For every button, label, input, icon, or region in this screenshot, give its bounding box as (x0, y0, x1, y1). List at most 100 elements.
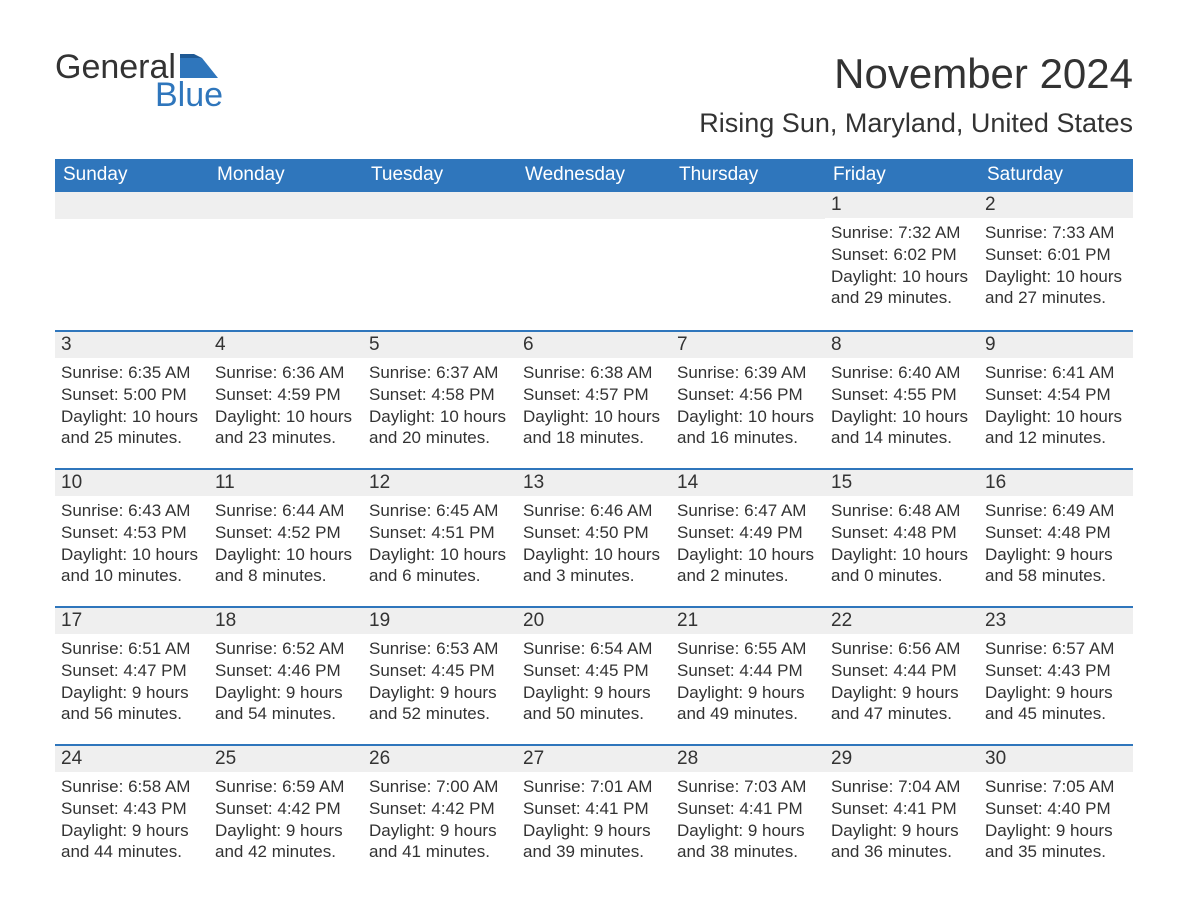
daylight-text: Daylight: 10 hours and 23 minutes. (215, 406, 357, 450)
day-number: 10 (55, 470, 209, 496)
day-number: 22 (825, 608, 979, 634)
sunrise-text: Sunrise: 7:03 AM (677, 776, 819, 798)
daylight-text: Daylight: 10 hours and 18 minutes. (523, 406, 665, 450)
sunrise-text: Sunrise: 6:41 AM (985, 362, 1127, 384)
sunrise-text: Sunrise: 6:55 AM (677, 638, 819, 660)
sunset-text: Sunset: 4:58 PM (369, 384, 511, 406)
sunrise-text: Sunrise: 6:46 AM (523, 500, 665, 522)
sunset-text: Sunset: 4:59 PM (215, 384, 357, 406)
day-details: Sunrise: 6:58 AMSunset: 4:43 PMDaylight:… (55, 772, 209, 863)
daylight-text: Daylight: 9 hours and 56 minutes. (61, 682, 203, 726)
daylight-text: Daylight: 10 hours and 2 minutes. (677, 544, 819, 588)
day-number: 15 (825, 470, 979, 496)
daylight-text: Daylight: 9 hours and 41 minutes. (369, 820, 511, 864)
day-details: Sunrise: 6:37 AMSunset: 4:58 PMDaylight:… (363, 358, 517, 449)
day-number: 24 (55, 746, 209, 772)
sunset-text: Sunset: 4:50 PM (523, 522, 665, 544)
sunrise-text: Sunrise: 6:47 AM (677, 500, 819, 522)
sunset-text: Sunset: 4:41 PM (831, 798, 973, 820)
day-cell: 10Sunrise: 6:43 AMSunset: 4:53 PMDayligh… (55, 468, 209, 606)
daylight-text: Daylight: 10 hours and 6 minutes. (369, 544, 511, 588)
daylight-text: Daylight: 9 hours and 36 minutes. (831, 820, 973, 864)
weekday-header: Tuesday (363, 159, 517, 192)
empty-cell (517, 192, 671, 330)
sunrise-text: Sunrise: 6:35 AM (61, 362, 203, 384)
day-details: Sunrise: 6:54 AMSunset: 4:45 PMDaylight:… (517, 634, 671, 725)
day-cell: 4Sunrise: 6:36 AMSunset: 4:59 PMDaylight… (209, 330, 363, 468)
day-details: Sunrise: 6:49 AMSunset: 4:48 PMDaylight:… (979, 496, 1133, 587)
day-details: Sunrise: 6:55 AMSunset: 4:44 PMDaylight:… (671, 634, 825, 725)
daylight-text: Daylight: 9 hours and 42 minutes. (215, 820, 357, 864)
sunrise-text: Sunrise: 6:52 AM (215, 638, 357, 660)
sunset-text: Sunset: 4:42 PM (369, 798, 511, 820)
sunset-text: Sunset: 6:01 PM (985, 244, 1127, 266)
day-cell: 22Sunrise: 6:56 AMSunset: 4:44 PMDayligh… (825, 606, 979, 744)
day-number: 28 (671, 746, 825, 772)
day-number: 11 (209, 470, 363, 496)
sunrise-text: Sunrise: 7:04 AM (831, 776, 973, 798)
day-number: 6 (517, 332, 671, 358)
day-number: 9 (979, 332, 1133, 358)
day-number: 26 (363, 746, 517, 772)
day-cell: 13Sunrise: 6:46 AMSunset: 4:50 PMDayligh… (517, 468, 671, 606)
daylight-text: Daylight: 10 hours and 27 minutes. (985, 266, 1127, 310)
day-details: Sunrise: 7:03 AMSunset: 4:41 PMDaylight:… (671, 772, 825, 863)
sunrise-text: Sunrise: 6:45 AM (369, 500, 511, 522)
brand-logo: General Blue (55, 50, 223, 112)
day-cell: 20Sunrise: 6:54 AMSunset: 4:45 PMDayligh… (517, 606, 671, 744)
day-details: Sunrise: 7:01 AMSunset: 4:41 PMDaylight:… (517, 772, 671, 863)
sunrise-text: Sunrise: 6:36 AM (215, 362, 357, 384)
day-cell: 29Sunrise: 7:04 AMSunset: 4:41 PMDayligh… (825, 744, 979, 882)
day-cell: 1Sunrise: 7:32 AMSunset: 6:02 PMDaylight… (825, 192, 979, 330)
sunrise-text: Sunrise: 6:39 AM (677, 362, 819, 384)
sunrise-text: Sunrise: 6:59 AM (215, 776, 357, 798)
daylight-text: Daylight: 9 hours and 47 minutes. (831, 682, 973, 726)
sunset-text: Sunset: 4:56 PM (677, 384, 819, 406)
day-cell: 14Sunrise: 6:47 AMSunset: 4:49 PMDayligh… (671, 468, 825, 606)
day-number: 20 (517, 608, 671, 634)
sunset-text: Sunset: 4:57 PM (523, 384, 665, 406)
day-cell: 7Sunrise: 6:39 AMSunset: 4:56 PMDaylight… (671, 330, 825, 468)
day-number: 18 (209, 608, 363, 634)
day-details: Sunrise: 6:39 AMSunset: 4:56 PMDaylight:… (671, 358, 825, 449)
sunrise-text: Sunrise: 7:05 AM (985, 776, 1127, 798)
day-details: Sunrise: 7:33 AMSunset: 6:01 PMDaylight:… (979, 218, 1133, 309)
empty-cell (55, 192, 209, 330)
sunrise-text: Sunrise: 6:51 AM (61, 638, 203, 660)
calendar-grid: SundayMondayTuesdayWednesdayThursdayFrid… (55, 159, 1133, 882)
sunrise-text: Sunrise: 6:53 AM (369, 638, 511, 660)
day-details: Sunrise: 6:43 AMSunset: 4:53 PMDaylight:… (55, 496, 209, 587)
day-details: Sunrise: 7:04 AMSunset: 4:41 PMDaylight:… (825, 772, 979, 863)
sunset-text: Sunset: 4:51 PM (369, 522, 511, 544)
daylight-text: Daylight: 9 hours and 38 minutes. (677, 820, 819, 864)
daylight-text: Daylight: 10 hours and 12 minutes. (985, 406, 1127, 450)
day-number: 21 (671, 608, 825, 634)
day-cell: 16Sunrise: 6:49 AMSunset: 4:48 PMDayligh… (979, 468, 1133, 606)
day-cell: 30Sunrise: 7:05 AMSunset: 4:40 PMDayligh… (979, 744, 1133, 882)
day-cell: 3Sunrise: 6:35 AMSunset: 5:00 PMDaylight… (55, 330, 209, 468)
day-number: 27 (517, 746, 671, 772)
daylight-text: Daylight: 10 hours and 16 minutes. (677, 406, 819, 450)
day-number: 12 (363, 470, 517, 496)
day-details: Sunrise: 6:45 AMSunset: 4:51 PMDaylight:… (363, 496, 517, 587)
day-cell: 25Sunrise: 6:59 AMSunset: 4:42 PMDayligh… (209, 744, 363, 882)
day-details: Sunrise: 6:35 AMSunset: 5:00 PMDaylight:… (55, 358, 209, 449)
sunset-text: Sunset: 4:46 PM (215, 660, 357, 682)
daylight-text: Daylight: 9 hours and 58 minutes. (985, 544, 1127, 588)
daylight-text: Daylight: 9 hours and 49 minutes. (677, 682, 819, 726)
day-cell: 15Sunrise: 6:48 AMSunset: 4:48 PMDayligh… (825, 468, 979, 606)
day-details: Sunrise: 7:32 AMSunset: 6:02 PMDaylight:… (825, 218, 979, 309)
sunset-text: Sunset: 6:02 PM (831, 244, 973, 266)
day-number: 30 (979, 746, 1133, 772)
sunset-text: Sunset: 4:54 PM (985, 384, 1127, 406)
sunrise-text: Sunrise: 6:38 AM (523, 362, 665, 384)
day-cell: 21Sunrise: 6:55 AMSunset: 4:44 PMDayligh… (671, 606, 825, 744)
day-details: Sunrise: 6:38 AMSunset: 4:57 PMDaylight:… (517, 358, 671, 449)
daylight-text: Daylight: 9 hours and 54 minutes. (215, 682, 357, 726)
sunset-text: Sunset: 4:44 PM (831, 660, 973, 682)
day-cell: 19Sunrise: 6:53 AMSunset: 4:45 PMDayligh… (363, 606, 517, 744)
day-number: 3 (55, 332, 209, 358)
day-number: 25 (209, 746, 363, 772)
day-cell: 24Sunrise: 6:58 AMSunset: 4:43 PMDayligh… (55, 744, 209, 882)
daylight-text: Daylight: 10 hours and 8 minutes. (215, 544, 357, 588)
